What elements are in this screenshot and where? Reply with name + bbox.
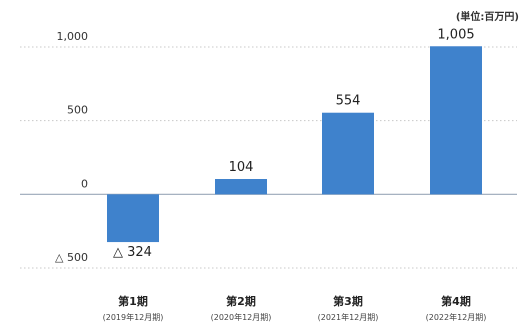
value-label-2: 104	[229, 160, 254, 175]
y-tick-label-0: 1,000	[57, 30, 89, 43]
period-label-1: (2019年12月期)	[103, 312, 164, 322]
bar-4	[430, 46, 482, 195]
unit-label: (単位:百万円)	[455, 12, 519, 23]
y-tick-label-1: 500	[67, 104, 88, 117]
bar-3	[322, 112, 374, 195]
category-label-3: 第3期	[333, 294, 363, 308]
category-label-4: 第4期	[441, 294, 471, 308]
bar-2	[215, 179, 267, 195]
value-label-1: △ 324	[113, 245, 152, 260]
value-label-4: 1,005	[437, 27, 474, 42]
category-label-2: 第2期	[226, 294, 256, 308]
period-label-3: (2021年12月期)	[318, 312, 379, 322]
bar-1	[107, 194, 159, 243]
category-label-1: 第1期	[118, 294, 148, 308]
y-tick-label-3: △ 500	[55, 251, 88, 264]
period-label-4: (2022年12月期)	[426, 312, 487, 322]
value-label-3: 554	[336, 94, 361, 109]
y-tick-label-2: 0	[81, 177, 88, 190]
period-label-2: (2020年12月期)	[211, 312, 272, 322]
